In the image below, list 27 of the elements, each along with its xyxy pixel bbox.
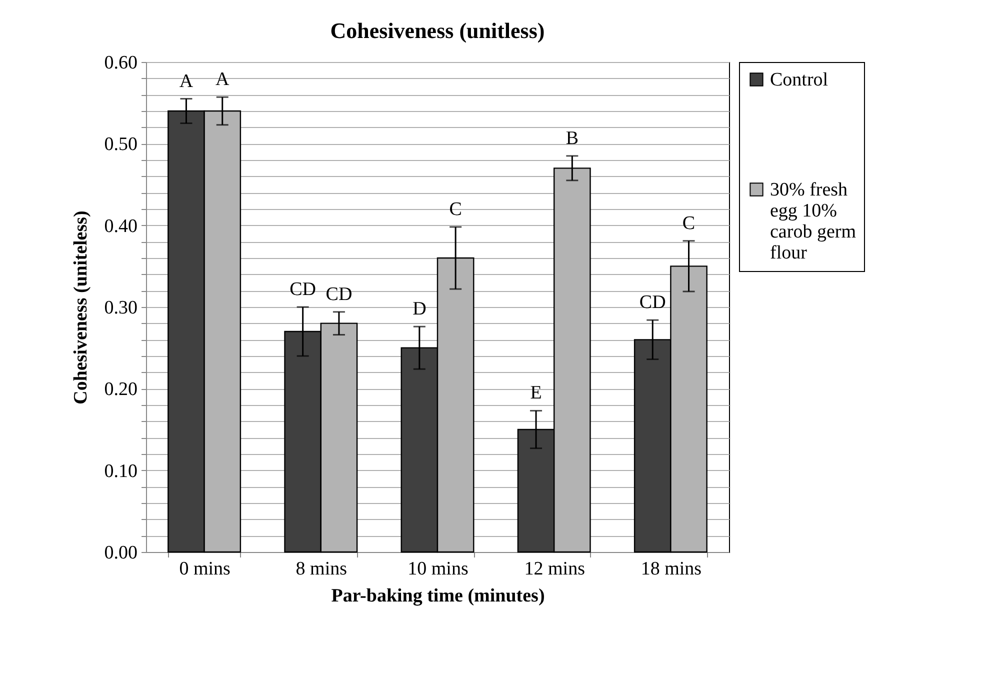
data-label: D [412, 298, 426, 320]
data-label: CD [326, 284, 352, 305]
data-label: B [566, 128, 579, 149]
data-label: C [682, 212, 696, 234]
y-axis-title: Cohesiveness (uniteless) [70, 210, 92, 404]
y-tick-label: 0.40 [104, 216, 138, 237]
y-tick-label: 0.30 [104, 298, 138, 318]
chart-title: Cohesiveness (unitless) [330, 18, 545, 43]
x-tick-label: 12 mins [524, 558, 585, 580]
data-label: A [216, 69, 230, 90]
x-tick-label: 8 mins [296, 558, 347, 580]
x-tick-label: 10 mins [408, 558, 468, 580]
data-label: A [179, 70, 194, 92]
y-tick-label: 0.10 [104, 460, 138, 482]
y-tick-label: 0.00 [104, 542, 138, 564]
x-axis-title: Par-baking time (minutes) [331, 586, 545, 606]
y-tick-label: 0.60 [104, 52, 138, 74]
data-label: E [530, 382, 542, 404]
data-label: CD [639, 292, 666, 314]
data-label: C [449, 198, 462, 220]
x-tick-label: 18 mins [640, 558, 702, 580]
y-tick-label: 0.50 [104, 134, 138, 156]
y-tick-label: 0.20 [104, 379, 138, 400]
data-label: CD [290, 279, 316, 300]
legend-label: 30% fresh egg 10% carob germ flour [770, 180, 856, 264]
legend-label: Control [770, 70, 828, 90]
x-tick-label: 0 mins [179, 558, 230, 580]
